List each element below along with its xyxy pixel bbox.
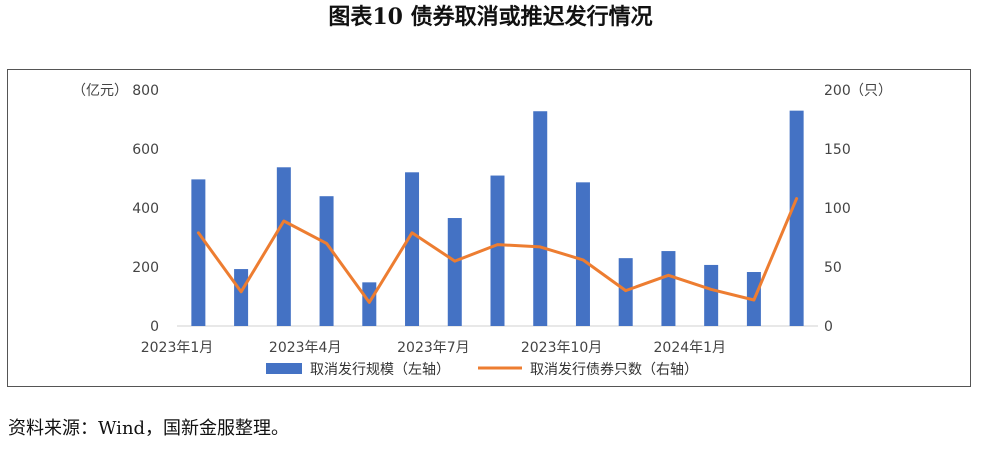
legend-label-line: 取消发行债券只数（右轴）	[530, 362, 698, 378]
bar-15	[789, 110, 804, 327]
chart: 0 200 400 600 800 0 50 100 150 200 （亿元） （只） 2023年1月 2…	[72, 83, 892, 378]
legend-swatch-bar	[266, 363, 302, 374]
bar-4	[319, 196, 334, 326]
x-tick-label: 2023年7月	[397, 340, 470, 356]
y-left-tick-400: 400	[132, 201, 159, 217]
bar-3	[276, 167, 291, 326]
x-tick-label: 2023年4月	[269, 340, 342, 356]
y-right-tick-50: 50	[824, 260, 842, 276]
chart-frame: 0 200 400 600 800 0 50 100 150 200 （亿元） （只） 2023年1月 2…	[7, 69, 971, 387]
y-left-tick-0: 0	[150, 319, 159, 335]
y-right-unit: （只）	[850, 83, 892, 99]
bar-13	[704, 264, 719, 326]
legend-label-bar: 取消发行规模（左轴）	[310, 362, 450, 378]
y-right-tick-200: 200	[824, 83, 851, 99]
y-left-tick-600: 600	[132, 142, 159, 158]
x-tick-label: 2024年1月	[654, 340, 727, 356]
bar-6	[405, 172, 420, 326]
y-right-tick-100: 100	[824, 201, 851, 217]
source-note: 资料来源：Wind，国新金服整理。	[8, 418, 290, 439]
bar-5	[362, 282, 377, 326]
legend: 取消发行规模（左轴） 取消发行债券只数（右轴）	[266, 362, 698, 378]
bar-12	[661, 251, 676, 326]
bar-2	[234, 269, 249, 326]
x-tick-label: 2023年10月	[521, 340, 602, 356]
x-tick-label: 2023年1月	[141, 340, 214, 356]
bar-1	[191, 179, 206, 326]
bar-7	[447, 218, 462, 326]
plot-area: 0 200 400 600 800 0 50 100 150 200 （亿元） （只） 2023年1月 2…	[72, 83, 892, 356]
y-right-tick-0: 0	[824, 319, 833, 335]
y-left-tick-200: 200	[132, 260, 159, 276]
y-right-tick-150: 150	[824, 142, 851, 158]
y-left-unit: （亿元）	[72, 83, 128, 99]
bar-8	[490, 175, 505, 326]
figure-title: 图表10 债券取消或推迟发行情况	[328, 4, 653, 30]
bar-10	[575, 182, 590, 326]
bar-9	[533, 111, 548, 326]
y-left-tick-800: 800	[132, 83, 159, 99]
line-series-count	[196, 197, 799, 304]
